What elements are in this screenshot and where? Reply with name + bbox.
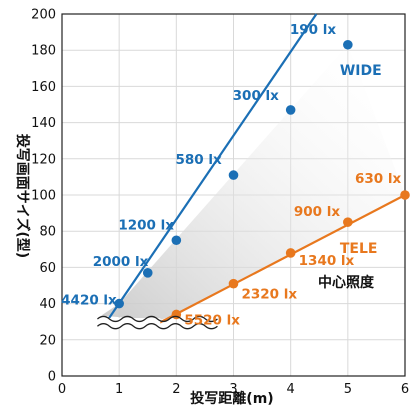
point-label-wide: 2000 lx [93, 254, 149, 270]
data-point-wide [285, 105, 296, 115]
break-wave [97, 315, 218, 323]
data-point-tele [400, 190, 410, 200]
series-layer [105, 13, 410, 325]
series-line-wide [105, 13, 318, 323]
y-tick-label: 80 [39, 225, 56, 240]
point-label-tele: 630 lx [355, 171, 402, 187]
point-label-tele: 5520 lx [184, 312, 240, 328]
data-point-wide [114, 298, 124, 309]
axis-break-mark [95, 315, 218, 330]
x-tick-label: 6 [401, 382, 409, 397]
point-label-wide: 4420 lx [61, 293, 117, 309]
series-name-wide: WIDE [340, 63, 382, 79]
y-tick-label: 140 [31, 116, 56, 131]
point-label-wide: 300 lx [233, 88, 280, 104]
point-label-wide: 1200 lx [118, 217, 174, 233]
y-tick-label: 40 [39, 297, 56, 312]
x-tick-label: 2 [172, 382, 180, 397]
center-illuminance-label: 中心照度 [318, 274, 375, 291]
y-tick-label: 180 [31, 44, 56, 59]
data-point-tele [285, 248, 296, 258]
y-tick-label: 160 [31, 80, 56, 95]
data-point-tele [228, 278, 239, 289]
data-point-wide [343, 39, 353, 50]
y-axis-ticks: 0 20 40 60 80 100 120 140 160 180 200 [31, 8, 56, 385]
series-name-tele: TELE [340, 241, 378, 257]
x-tick-label: 1 [115, 382, 123, 397]
x-tick-label: 4 [287, 382, 295, 397]
x-axis-title: 投写距離(m) [190, 390, 273, 407]
x-tick-label: 0 [58, 382, 66, 397]
data-point-tele [343, 217, 353, 227]
x-tick-label: 5 [344, 382, 352, 397]
y-tick-label: 0 [48, 370, 56, 385]
point-labels: 4420 lx 2000 lx 1200 lx 580 lx 300 lx 190 lx 5… [61, 22, 401, 329]
data-point-wide [228, 170, 239, 180]
y-tick-label: 120 [31, 152, 56, 167]
point-label-wide: 580 lx [176, 152, 223, 168]
data-point-wide [142, 268, 153, 278]
point-label-tele: 1340 lx [299, 253, 355, 269]
series-line-tele [157, 194, 406, 325]
y-tick-label: 20 [39, 333, 56, 348]
data-point-wide [171, 235, 182, 246]
y-tick-label: 200 [31, 8, 56, 23]
y-tick-label: 60 [39, 261, 56, 276]
point-label-tele: 2320 lx [242, 287, 298, 303]
point-label-wide: 190 lx [290, 22, 337, 38]
x-axis-ticks: 0 1 2 3 4 5 6 [58, 382, 409, 397]
x-tick-label: 3 [229, 382, 237, 397]
y-tick-label: 100 [31, 189, 56, 204]
point-label-tele: 900 lx [294, 204, 341, 220]
y-axis-title: 投写画面サイズ(型) [14, 134, 31, 258]
break-wave [97, 323, 218, 330]
illuminance-shaded-region [101, 44, 406, 321]
